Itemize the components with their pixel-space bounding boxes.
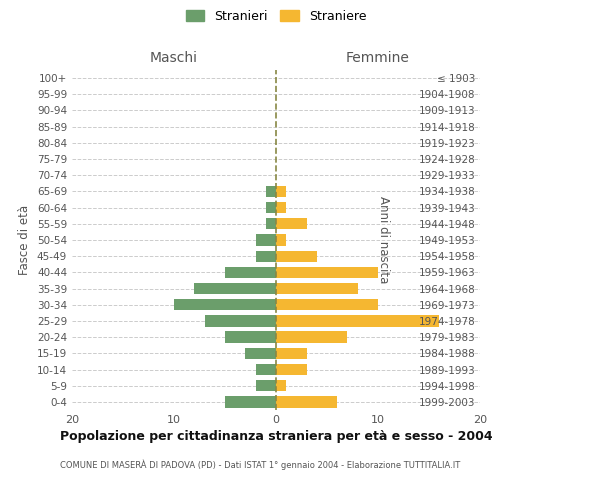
Bar <box>276 234 286 246</box>
Bar <box>276 348 307 359</box>
Text: Femmine: Femmine <box>346 51 410 65</box>
Bar <box>256 380 276 392</box>
Bar <box>256 250 276 262</box>
Y-axis label: Fasce di età: Fasce di età <box>19 205 31 275</box>
Bar <box>276 283 358 294</box>
Bar <box>276 250 317 262</box>
Bar <box>276 299 378 310</box>
Bar <box>225 396 276 407</box>
Bar <box>225 266 276 278</box>
Bar <box>194 283 276 294</box>
Bar <box>266 218 276 230</box>
Bar <box>276 266 378 278</box>
Y-axis label: Anni di nascita: Anni di nascita <box>377 196 390 284</box>
Bar <box>266 186 276 197</box>
Bar <box>245 348 276 359</box>
Bar <box>266 202 276 213</box>
Bar <box>276 364 307 375</box>
Text: COMUNE DI MASERÀ DI PADOVA (PD) - Dati ISTAT 1° gennaio 2004 - Elaborazione TUTT: COMUNE DI MASERÀ DI PADOVA (PD) - Dati I… <box>60 460 460 470</box>
Bar <box>276 396 337 407</box>
Bar <box>276 202 286 213</box>
Bar <box>276 332 347 343</box>
Text: Maschi: Maschi <box>150 51 198 65</box>
Bar <box>256 364 276 375</box>
Legend: Stranieri, Straniere: Stranieri, Straniere <box>181 5 371 28</box>
Bar <box>276 186 286 197</box>
Bar <box>205 316 276 326</box>
Bar <box>276 218 307 230</box>
Bar <box>174 299 276 310</box>
Bar <box>276 380 286 392</box>
Bar <box>276 316 439 326</box>
Bar <box>256 234 276 246</box>
Bar <box>225 332 276 343</box>
Text: Popolazione per cittadinanza straniera per età e sesso - 2004: Popolazione per cittadinanza straniera p… <box>60 430 493 443</box>
